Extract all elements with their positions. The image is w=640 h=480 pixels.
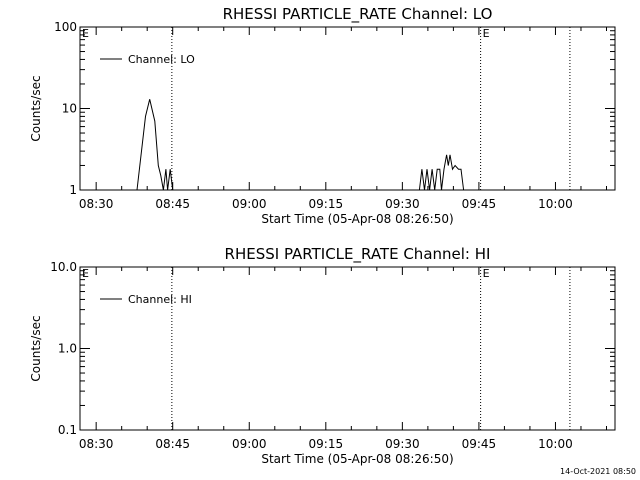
x-tick-label: 08:45 xyxy=(155,197,190,211)
chart-title: RHESSI PARTICLE_RATE Channel: LO xyxy=(223,5,493,24)
y-tick-label: 100 xyxy=(54,20,77,34)
x-tick-label: 09:00 xyxy=(232,437,267,451)
legend-label: Channel: LO xyxy=(128,53,195,66)
y-tick-label: 0.1 xyxy=(58,423,77,437)
x-axis-label: Start Time (05-Apr-08 08:26:50) xyxy=(261,212,453,226)
x-tick-label: 09:15 xyxy=(309,197,344,211)
x-tick-label: 08:30 xyxy=(79,197,114,211)
event-marker-label: E xyxy=(483,267,490,280)
x-tick-label: 10:00 xyxy=(538,197,573,211)
x-tick-label: 08:45 xyxy=(155,437,190,451)
chart-title: RHESSI PARTICLE_RATE Channel: HI xyxy=(225,245,491,264)
series-line-0 xyxy=(136,99,465,191)
legend-label: Channel: HI xyxy=(128,293,192,306)
x-tick-label: 08:30 xyxy=(79,437,114,451)
chart-panel-1: RHESSI PARTICLE_RATE Channel: HI 08:30 08:… xyxy=(29,245,616,466)
y-tick-label: 1 xyxy=(69,183,77,197)
x-axis-label: Start Time (05-Apr-08 08:26:50) xyxy=(261,452,453,466)
x-tick-label: 09:45 xyxy=(462,197,497,211)
x-tick-label: 09:00 xyxy=(232,197,267,211)
start-marker-label: E xyxy=(82,267,89,280)
y-tick-label: 10 xyxy=(62,102,77,116)
y-axis-label: Counts/sec xyxy=(29,315,43,381)
x-tick-label: 10:00 xyxy=(538,437,573,451)
plot-frame xyxy=(79,26,616,191)
chart-panel-0: RHESSI PARTICLE_RATE Channel: LO 08:30 08:… xyxy=(29,5,616,226)
x-tick-label: 09:30 xyxy=(385,437,420,451)
x-tick-label: 09:45 xyxy=(462,437,497,451)
y-tick-label: 1.0 xyxy=(58,342,77,356)
event-marker-label: E xyxy=(483,27,490,40)
x-tick-label: 09:30 xyxy=(385,197,420,211)
start-marker-label: E xyxy=(82,27,89,40)
x-tick-label: 09:15 xyxy=(309,437,344,451)
y-tick-label: 10.0 xyxy=(50,260,77,274)
y-axis-label: Counts/sec xyxy=(29,75,43,141)
plot-frame xyxy=(79,266,616,431)
plot-timestamp: 14-Oct-2021 08:50 xyxy=(560,467,636,476)
